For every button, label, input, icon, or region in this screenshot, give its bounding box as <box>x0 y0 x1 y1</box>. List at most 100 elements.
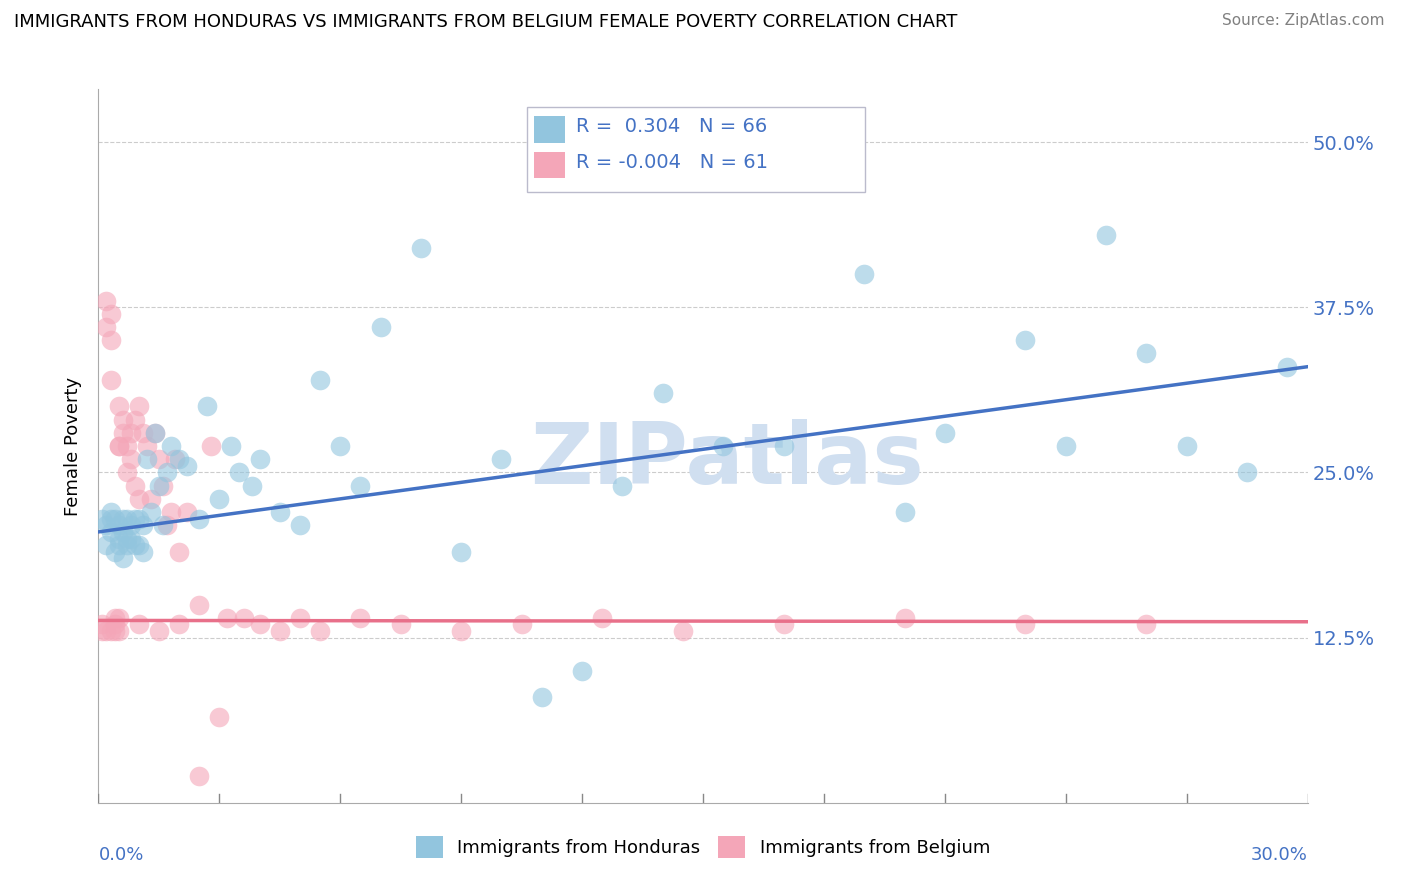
Point <box>103 511 125 525</box>
Point <box>111 524 134 539</box>
Point <box>107 538 129 552</box>
Point <box>672 624 695 638</box>
Point <box>152 518 174 533</box>
Point <box>571 664 593 678</box>
Text: 0.0%: 0.0% <box>98 846 143 863</box>
Point <box>124 511 146 525</box>
Point <box>100 333 122 347</box>
Point <box>107 400 129 414</box>
Point <box>107 532 129 546</box>
Point <box>176 505 198 519</box>
Point <box>160 505 183 519</box>
Point <box>100 524 122 539</box>
Point <box>167 452 190 467</box>
Point <box>1095 227 1118 242</box>
Point <box>1277 359 1299 374</box>
Point <box>128 538 150 552</box>
Point <box>160 439 183 453</box>
Point <box>107 518 129 533</box>
Point <box>96 320 118 334</box>
Point <box>217 611 239 625</box>
Point <box>135 439 157 453</box>
Point <box>389 617 412 632</box>
Point <box>115 538 138 552</box>
Point <box>115 466 138 480</box>
Point <box>228 466 250 480</box>
Point <box>103 624 125 638</box>
Point <box>309 373 332 387</box>
Point <box>148 624 170 638</box>
Point <box>100 373 122 387</box>
Point <box>96 518 118 533</box>
Point <box>135 452 157 467</box>
Point <box>103 611 125 625</box>
Point <box>100 307 122 321</box>
Point <box>188 769 211 783</box>
Point <box>100 624 122 638</box>
Point <box>128 511 150 525</box>
Point <box>156 466 179 480</box>
Point <box>167 617 190 632</box>
Point <box>450 545 472 559</box>
Y-axis label: Female Poverty: Female Poverty <box>65 376 83 516</box>
Point <box>221 439 243 453</box>
Point <box>132 518 155 533</box>
Point <box>772 617 794 632</box>
Point <box>309 624 332 638</box>
Text: Source: ZipAtlas.com: Source: ZipAtlas.com <box>1222 13 1385 29</box>
Point <box>772 439 794 453</box>
Point <box>115 439 138 453</box>
Point <box>148 478 170 492</box>
Point <box>128 491 150 506</box>
Point <box>1014 333 1036 347</box>
Point <box>249 617 271 632</box>
Point <box>232 611 254 625</box>
Point <box>139 491 162 506</box>
Point <box>1054 439 1077 453</box>
Point <box>96 624 118 638</box>
Point <box>370 320 392 334</box>
Point <box>120 452 142 467</box>
Point <box>208 491 231 506</box>
Point <box>96 538 118 552</box>
Point <box>349 611 371 625</box>
Point <box>143 425 166 440</box>
Point <box>120 425 142 440</box>
Point <box>107 624 129 638</box>
Point <box>651 386 673 401</box>
Point <box>176 458 198 473</box>
Point <box>143 425 166 440</box>
Point <box>120 518 142 533</box>
Point <box>200 439 222 453</box>
Point <box>128 617 150 632</box>
Text: 30.0%: 30.0% <box>1251 846 1308 863</box>
Point <box>329 439 352 453</box>
Point <box>188 511 211 525</box>
Point <box>1135 617 1157 632</box>
Point <box>111 425 134 440</box>
Point <box>591 611 613 625</box>
Point <box>1014 617 1036 632</box>
Point <box>100 511 122 525</box>
Point <box>107 611 129 625</box>
Point <box>124 412 146 426</box>
Text: R = -0.004   N = 61: R = -0.004 N = 61 <box>576 153 769 172</box>
Point <box>152 478 174 492</box>
Point <box>934 425 956 440</box>
Point <box>132 425 155 440</box>
Point <box>711 439 734 453</box>
Point <box>103 545 125 559</box>
Point <box>195 400 218 414</box>
Point <box>208 710 231 724</box>
Point <box>530 690 553 704</box>
Point <box>103 617 125 632</box>
Point <box>288 518 311 533</box>
Point <box>91 511 114 525</box>
Text: R =  0.304   N = 66: R = 0.304 N = 66 <box>576 117 768 136</box>
Point <box>1236 466 1258 480</box>
Text: IMMIGRANTS FROM HONDURAS VS IMMIGRANTS FROM BELGIUM FEMALE POVERTY CORRELATION C: IMMIGRANTS FROM HONDURAS VS IMMIGRANTS F… <box>14 13 957 31</box>
Point <box>111 511 134 525</box>
Point <box>115 532 138 546</box>
Point <box>409 241 432 255</box>
Point <box>111 551 134 566</box>
